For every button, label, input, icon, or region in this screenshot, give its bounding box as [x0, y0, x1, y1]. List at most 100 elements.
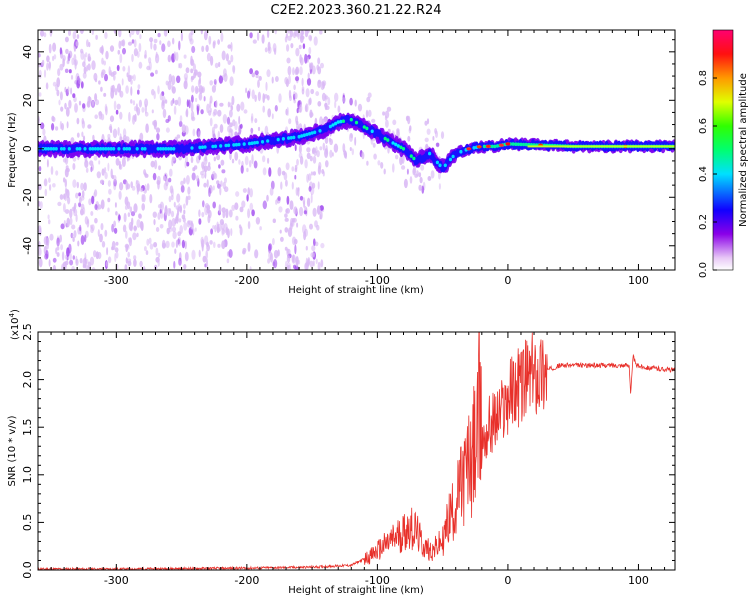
- noise-speckle: [262, 155, 266, 163]
- noise-speckle: [116, 103, 121, 110]
- noise-speckle: [178, 218, 182, 223]
- ridge-hotspot: [466, 147, 472, 151]
- noise-speckle: [113, 220, 116, 228]
- noise-speckle: [184, 251, 189, 262]
- noise-speckle: [191, 249, 196, 260]
- noise-speckle: [407, 135, 411, 142]
- noise-speckle: [157, 181, 160, 190]
- noise-speckle: [87, 124, 92, 129]
- noise-speckle: [324, 94, 327, 103]
- noise-speckle: [198, 218, 202, 225]
- noise-speckle: [91, 60, 96, 71]
- ridge-hotspot: [485, 144, 491, 148]
- noise-speckle: [277, 249, 280, 257]
- noise-speckle: [149, 243, 154, 250]
- noise-speckle: [183, 264, 187, 270]
- noise-speckle: [173, 51, 176, 62]
- noise-speckle: [168, 219, 173, 230]
- noise-speckle: [180, 185, 185, 193]
- ridge-core: [44, 147, 48, 151]
- noise-speckle: [131, 185, 136, 191]
- noise-speckle: [214, 62, 219, 69]
- noise-speckle: [82, 61, 86, 68]
- noise-speckle: [56, 246, 60, 251]
- noise-speckle: [103, 92, 107, 97]
- noise-speckle: [91, 30, 95, 36]
- noise-speckle: [409, 125, 412, 132]
- noise-speckle: [80, 81, 84, 89]
- ridge-core: [78, 147, 82, 151]
- ridge-core: [172, 147, 176, 151]
- noise-speckle: [146, 65, 151, 71]
- noise-speckle: [216, 223, 220, 234]
- noise-speckle: [153, 38, 158, 44]
- noise-speckle: [337, 105, 341, 113]
- noise-speckle: [175, 51, 179, 62]
- noise-speckle: [72, 31, 77, 40]
- noise-speckle: [87, 53, 91, 62]
- noise-speckle: [299, 206, 304, 217]
- noise-speckle: [280, 181, 283, 190]
- ridge-core: [519, 142, 523, 147]
- noise-speckle: [89, 256, 95, 266]
- noise-speckle: [118, 163, 123, 170]
- noise-speckle: [43, 69, 47, 78]
- noise-speckle: [175, 239, 178, 249]
- noise-speckle: [89, 96, 92, 104]
- noise-speckle: [104, 31, 108, 39]
- noise-speckle: [320, 259, 324, 268]
- noise-speckle: [101, 241, 106, 248]
- noise-speckle: [139, 260, 143, 268]
- noise-speckle: [311, 147, 317, 154]
- noise-speckle: [51, 115, 55, 122]
- noise-speckle: [149, 37, 154, 43]
- noise-speckle: [207, 209, 212, 219]
- noise-speckle: [180, 31, 183, 42]
- noise-speckle: [68, 30, 71, 36]
- noise-speckle: [284, 246, 288, 251]
- noise-speckle: [63, 203, 66, 213]
- ridge-core: [237, 142, 241, 147]
- noise-speckle: [354, 99, 357, 107]
- noise-speckle: [377, 160, 381, 166]
- noise-speckle: [118, 190, 122, 200]
- noise-speckle: [204, 170, 207, 179]
- noise-speckle: [66, 217, 70, 228]
- noise-speckle: [322, 171, 325, 177]
- noise-speckle: [61, 251, 65, 261]
- noise-speckle: [195, 88, 200, 93]
- noise-speckle: [136, 51, 140, 58]
- noise-speckle: [101, 69, 106, 75]
- noise-speckle: [329, 149, 333, 158]
- noise-speckle: [152, 211, 157, 218]
- noise-speckle: [71, 224, 76, 230]
- noise-speckle: [83, 66, 87, 74]
- noise-speckle: [130, 181, 133, 189]
- noise-speckle: [113, 74, 116, 81]
- ridge-core: [300, 134, 304, 138]
- noise-speckle: [67, 53, 71, 62]
- noise-speckle: [184, 240, 187, 250]
- ridge-core: [292, 135, 296, 140]
- noise-speckle: [135, 30, 140, 35]
- noise-speckle: [254, 94, 257, 103]
- ridge-core: [412, 156, 416, 161]
- noise-speckle: [303, 200, 306, 208]
- noise-speckle: [257, 126, 261, 132]
- noise-speckle: [299, 66, 303, 76]
- noise-speckle: [316, 224, 320, 231]
- noise-speckle: [309, 260, 314, 268]
- noise-speckle: [306, 173, 309, 183]
- noise-speckle: [159, 40, 162, 45]
- noise-speckle: [138, 42, 142, 53]
- noise-speckle: [107, 133, 111, 139]
- ridge-core: [305, 132, 309, 137]
- noise-speckle: [164, 205, 168, 212]
- noise-speckle: [165, 119, 170, 123]
- noise-speckle: [127, 65, 131, 76]
- noise-speckle: [161, 242, 167, 249]
- ridge-core: [159, 147, 163, 151]
- noise-speckle: [190, 68, 194, 74]
- noise-speckle: [217, 243, 221, 248]
